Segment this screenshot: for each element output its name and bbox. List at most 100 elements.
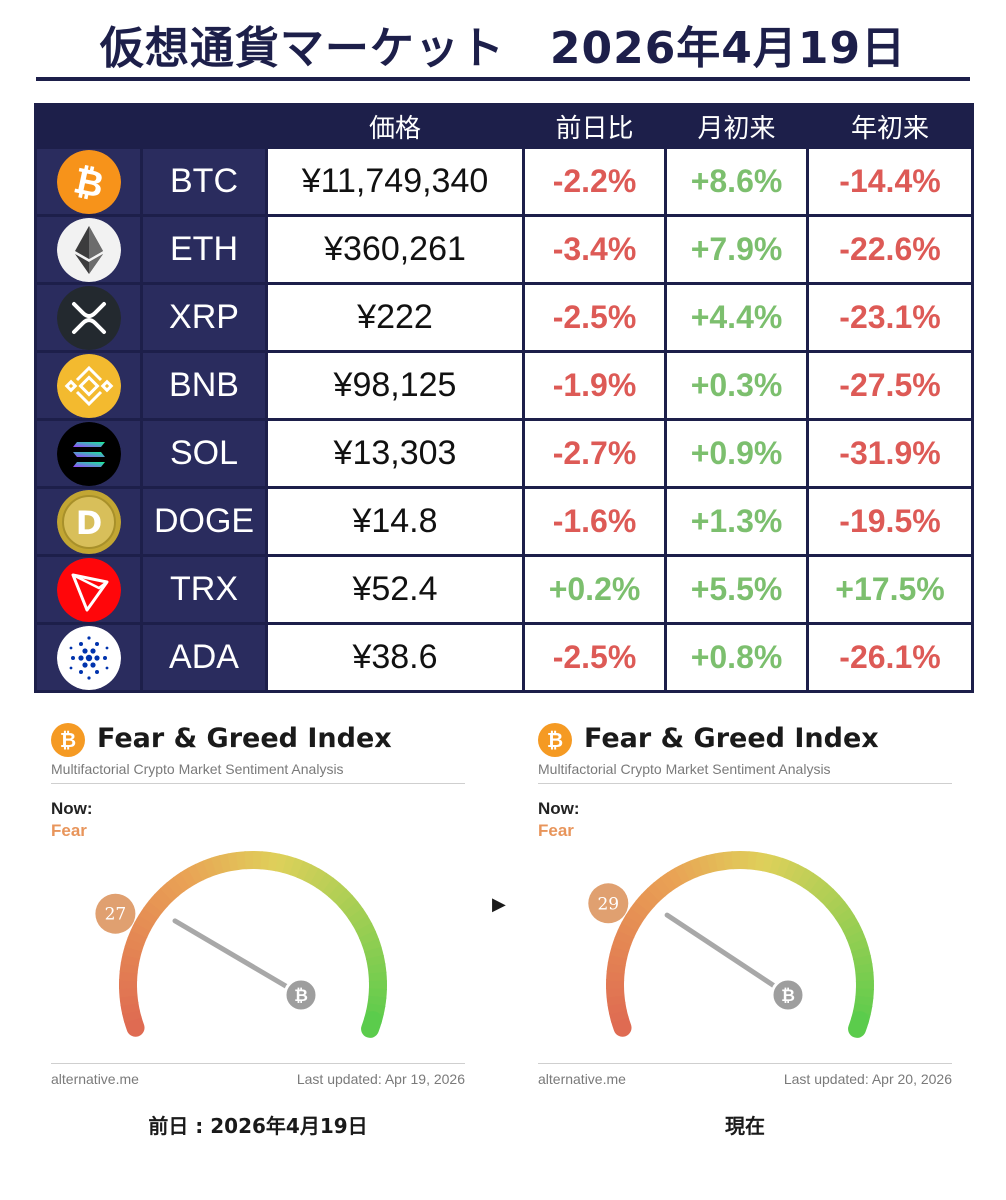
gauge-arc-segment	[235, 851, 247, 870]
gauge-arc-segment	[143, 900, 164, 919]
divider	[51, 1063, 465, 1064]
gauge-arc-segment	[853, 954, 873, 968]
gauge-arc-segment	[646, 882, 666, 902]
gauge-arc-segment	[180, 867, 198, 888]
gauge-arc-segment	[854, 995, 874, 1008]
gauge-arc-segment	[358, 930, 380, 946]
coin-price: ¥11,749,340	[265, 146, 525, 217]
gauge-arc-segment	[296, 860, 313, 881]
month-to-date-change: +0.8%	[664, 622, 809, 693]
gauge-arc-segment	[674, 863, 691, 884]
gauge-arc-segment	[848, 1011, 869, 1038]
header-logo	[34, 103, 143, 149]
gauge-arc-segment	[653, 876, 672, 897]
gauge-arc-segment	[842, 922, 863, 939]
gauge-arc-segment	[754, 852, 767, 872]
page-title: 仮想通貨マーケット 2026年4月19日	[99, 23, 907, 74]
gauge-arc-segment	[153, 887, 174, 907]
coin-price: ¥52.4	[265, 554, 525, 625]
coin-logo-cell	[34, 282, 143, 353]
month-to-date-change: +4.4%	[664, 282, 809, 353]
fear-greed-subtitle: Multifactorial Crypto Market Sentiment A…	[51, 761, 344, 777]
gauge-arc-segment	[809, 877, 828, 898]
fear-greed-panel-current: ₿ Fear & Greed Index Multifactorial Cryp…	[538, 715, 958, 1095]
coin-price: ¥14.8	[265, 486, 525, 557]
gauge-arc-segment	[607, 1001, 627, 1015]
gauge-arc-segment	[119, 970, 138, 982]
header-month-to-date: 月初来	[664, 103, 809, 149]
coin-price: ¥222	[265, 282, 525, 353]
gauge-arc-segment	[352, 915, 373, 933]
caption-current: 現在	[725, 1114, 765, 1138]
solana-icon	[56, 421, 121, 486]
gauge-arc-segment	[667, 867, 685, 888]
market-table: 価格 前日比 月初来 年初来 ₿ BTC ¥11,749,340 -2.2% +8.6%…	[34, 103, 974, 693]
bitcoin-glyph: ₿	[294, 986, 308, 1006]
coin-symbol: SOL	[140, 418, 268, 489]
bitcoin-icon	[770, 977, 806, 1013]
gauge-arc-segment	[121, 1009, 142, 1023]
gauge-arc-segment	[338, 894, 359, 914]
gauge-arc-segment	[130, 921, 151, 938]
day-change: -3.4%	[522, 214, 667, 285]
gauge-arc-segment	[159, 882, 179, 902]
gauge-arc-segment	[614, 929, 635, 945]
gauge-arc-segment	[681, 860, 698, 881]
year-to-date-change: -26.1%	[806, 622, 974, 693]
caption-previous: 前日 : 2026年4月19日	[148, 1114, 368, 1138]
gauge-arc-segment	[796, 868, 815, 889]
gauge-arc-segment	[830, 901, 851, 920]
gauge-value-badge	[588, 883, 629, 924]
table-row: ADA ¥38.6 -2.5% +0.8% -26.1%	[34, 622, 974, 693]
gauge-arc-segment	[697, 855, 712, 875]
fear-greed-title: Fear & Greed Index	[584, 723, 879, 754]
gauge-arc-segment	[714, 851, 727, 872]
coin-symbol: ADA	[140, 622, 268, 693]
gauge-arc-segment	[606, 970, 625, 982]
gauge-arc-segment	[855, 988, 874, 999]
bitcoin-icon	[283, 977, 319, 1013]
gauge-arc-segment	[617, 921, 638, 938]
coin-logo-cell: ₿	[34, 146, 143, 217]
gauge-arc-segment	[267, 852, 280, 872]
day-change: +0.2%	[522, 554, 667, 625]
divider	[538, 1063, 952, 1064]
fear-greed-panel-previous: ₿ Fear & Greed Index Multifactorial Cryp…	[51, 715, 471, 1095]
gauge-arc-segment	[621, 914, 642, 932]
month-to-date-change: +1.3%	[664, 486, 809, 557]
year-to-date-change: -27.5%	[806, 350, 974, 421]
bnb-icon	[56, 353, 121, 418]
coin-logo-cell	[34, 554, 143, 625]
gauge-arc-segment	[769, 855, 784, 876]
coin-symbol: BTC	[140, 146, 268, 217]
dogecoin-icon: D	[56, 489, 121, 554]
month-to-date-change: +5.5%	[664, 554, 809, 625]
gauge-value: 27	[105, 905, 127, 925]
gauge-arc-segment	[309, 868, 328, 889]
gauge-arc-segment	[834, 908, 856, 926]
bitcoin-icon: ₿	[538, 723, 572, 757]
gauge-arc-segment	[610, 1010, 632, 1037]
gauge-arc-segment	[148, 893, 169, 913]
gauge-arc-segment	[194, 860, 211, 881]
fear-greed-gauge: ₿ 27	[95, 851, 387, 1038]
gauge-arc-segment	[322, 877, 341, 898]
gauge-arc-segment	[747, 851, 759, 871]
gauge-arc-segment	[689, 857, 705, 878]
day-change: -2.7%	[522, 418, 667, 489]
fear-greed-title: Fear & Greed Index	[97, 723, 392, 754]
gauge-arc-segment	[303, 864, 320, 885]
coin-symbol: TRX	[140, 554, 268, 625]
gauge-arc-segment	[366, 954, 386, 968]
ethereum-icon	[56, 217, 121, 282]
bitcoin-icon: ₿	[56, 149, 121, 214]
gauge-arc-segment	[316, 872, 335, 893]
day-change: -2.5%	[522, 622, 667, 693]
year-to-date-change: -14.4%	[806, 146, 974, 217]
arrow-icon: ▶	[492, 894, 506, 914]
header-symbol	[140, 103, 268, 149]
gauge-arc-segment	[848, 938, 869, 953]
coin-price: ¥13,303	[265, 418, 525, 489]
gauge-arc-segment	[289, 857, 305, 878]
gauge-arc-segment	[790, 864, 807, 885]
